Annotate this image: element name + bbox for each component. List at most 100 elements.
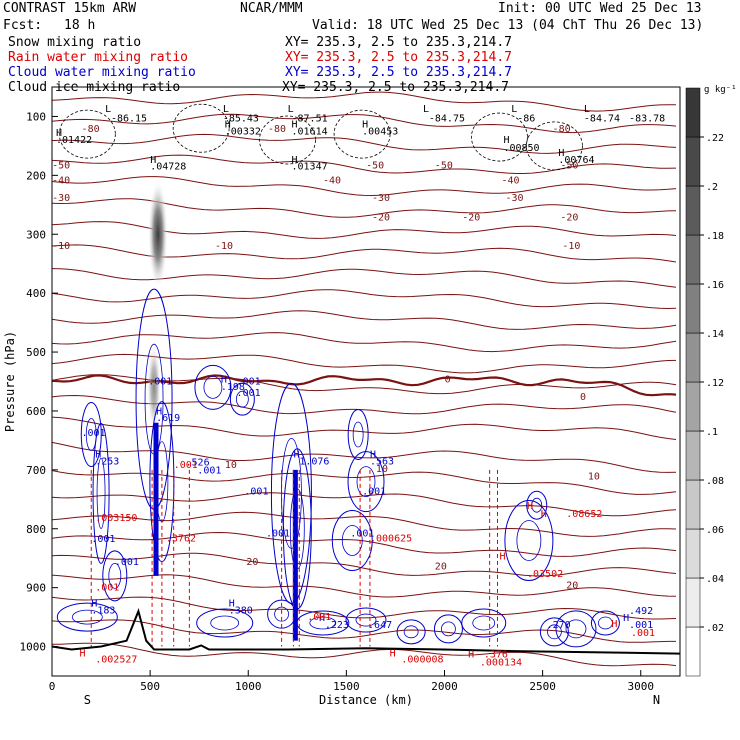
x-axis-label: Distance (km): [319, 693, 413, 707]
cloud-water-label: H: [91, 598, 97, 609]
cloud-water-label: .001: [237, 376, 261, 387]
cloud-water-contour: [516, 520, 542, 561]
cloud-water-contour: [341, 525, 363, 556]
colorbar-cell: [685, 626, 701, 677]
colorbar-tick-label: .16: [706, 280, 724, 291]
cloud-ice-label: H: [225, 120, 231, 131]
cloud-ice-label: H: [292, 155, 298, 166]
cloud-water-label: .001: [115, 557, 139, 568]
rain-label: .08652: [566, 509, 602, 520]
cloud-water-contour: [80, 402, 102, 468]
cloud-ice-label: H: [150, 155, 156, 166]
cloud-ice-contour: [259, 115, 316, 165]
cloud-water-label: .270: [547, 620, 571, 631]
cloud-water-contour: [274, 606, 290, 622]
cloud-ice-contour: [58, 109, 116, 159]
temperature-label: -50: [435, 161, 453, 172]
cloud-water-contour: [56, 602, 118, 632]
rain-label: H: [500, 551, 506, 562]
cloud-water-contour: [229, 382, 255, 416]
colorbar-cell: [685, 283, 701, 334]
x-tick-label: 0: [49, 680, 56, 693]
temperature-contour-line: [51, 441, 677, 473]
cloud-water-label: 1.076: [299, 456, 329, 467]
rain-label: .376: [484, 650, 508, 661]
cloud-water-label: H: [156, 406, 162, 417]
org-label: NCAR/MMM: [240, 1, 303, 16]
cloud-water-label: H: [229, 598, 235, 609]
temperature-label: -10: [52, 241, 70, 252]
cloud-water-contour: [196, 608, 254, 638]
cloud-ice-label: .00850: [503, 143, 539, 154]
fcst-value: 18 h: [64, 18, 96, 33]
y-tick-label: 200: [26, 169, 46, 182]
temperature-label: 10: [376, 464, 388, 475]
temperature-label: -40: [502, 175, 520, 186]
y-tick-label: 1000: [20, 641, 47, 654]
cloud-water-contour: [345, 607, 387, 633]
temperature-label: -30: [52, 193, 70, 204]
colorbar-tick-label: .02: [706, 623, 724, 634]
temperature-label: -20: [560, 213, 578, 224]
rain-label: .000625: [370, 534, 412, 545]
colorbar-cell: [685, 479, 701, 530]
cloud-ice-label: -84.74: [584, 114, 620, 125]
rain-label: H: [80, 648, 86, 659]
cloud-ice-label: H: [503, 135, 509, 146]
colorbar-tick-label: .06: [706, 525, 724, 536]
cloud-water-contour: [433, 614, 463, 644]
cloud-water-contour: [235, 390, 249, 408]
temperature-contour-line: [51, 310, 677, 330]
model-label: CONTRAST 15km ARW: [3, 1, 137, 16]
cloud-water-contour: [347, 451, 385, 513]
cloud-water-contour: [539, 617, 569, 647]
colorbar-cell: [685, 577, 701, 628]
temperature-contour-line: [51, 221, 677, 239]
temperature-contour-line: [51, 574, 677, 598]
cloud-water-label: H: [95, 449, 101, 460]
rain-label: .001: [307, 612, 331, 623]
field-cloudwater-xy: XY= 235.3, 2.5 to 235.3,214.7: [285, 65, 512, 80]
cloud-water-label: .647: [368, 620, 392, 631]
cloud-water-contour: [352, 421, 364, 448]
rain-label: .000008: [401, 654, 443, 665]
cloud-water-label: .001: [82, 428, 106, 439]
cloud-water-contour: [347, 409, 369, 461]
temperature-label: -20: [462, 213, 480, 224]
temperature-label: -30: [372, 193, 390, 204]
cloud-ice-contour: [333, 109, 391, 159]
cloud-water-contour: [102, 550, 128, 602]
y-tick-label: 700: [26, 464, 46, 477]
cloud-water-contour: [203, 375, 223, 399]
cloud-ice-label: -87.51: [292, 114, 328, 125]
cloud-water-contour: [598, 616, 613, 630]
y-tick-label: 100: [26, 110, 46, 123]
cloud-ice-label: L: [423, 104, 429, 115]
cloud-ice-label: L: [511, 104, 517, 115]
cloud-water-label: .563: [370, 456, 394, 467]
colorbar-cell: [685, 528, 701, 579]
colorbar-tick-label: .14: [706, 329, 724, 340]
cloud-water-label: .526: [186, 458, 210, 469]
colorbar-unit: g kg⁻¹: [704, 85, 737, 95]
x-tick-label: 1000: [235, 680, 262, 693]
temperature-contour-line: [51, 133, 677, 154]
rain-label: H: [468, 650, 474, 661]
rain-label: H: [527, 501, 533, 512]
y-tick-label: 600: [26, 405, 46, 418]
field-snow-xy: XY= 235.3, 2.5 to 235.3,214.7: [285, 35, 512, 50]
cloud-ice-label: -83.78: [629, 114, 665, 125]
cloud-ice-label: .01347: [292, 161, 328, 172]
temperature-label: -20: [372, 213, 390, 224]
endpoint-label-left: S: [84, 693, 91, 707]
x-tick-label: 1500: [333, 680, 360, 693]
cloud-water-label: H: [370, 449, 376, 460]
temperature-label: -80: [268, 124, 286, 135]
cloud-ice-label: .04728: [150, 161, 186, 172]
temperature-contour-line: [51, 596, 677, 620]
cloud-ice-label: L: [223, 104, 229, 115]
temperature-label: 0: [445, 375, 451, 386]
cloud-water-label: H: [293, 449, 299, 460]
cloud-water-label: H: [221, 375, 227, 386]
